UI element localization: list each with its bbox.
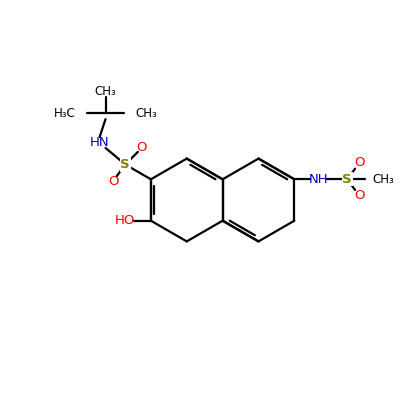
Text: HO: HO <box>115 214 136 227</box>
Text: O: O <box>108 174 119 188</box>
Text: NH: NH <box>309 173 329 186</box>
Text: O: O <box>136 142 147 154</box>
Text: S: S <box>342 173 352 186</box>
Text: O: O <box>354 189 364 202</box>
Text: S: S <box>120 158 130 171</box>
Text: H₃C: H₃C <box>54 107 76 120</box>
Text: CH₃: CH₃ <box>373 173 394 186</box>
Text: CH₃: CH₃ <box>95 85 116 98</box>
Text: O: O <box>354 156 364 169</box>
Text: HN: HN <box>90 136 110 149</box>
Text: CH₃: CH₃ <box>135 107 157 120</box>
